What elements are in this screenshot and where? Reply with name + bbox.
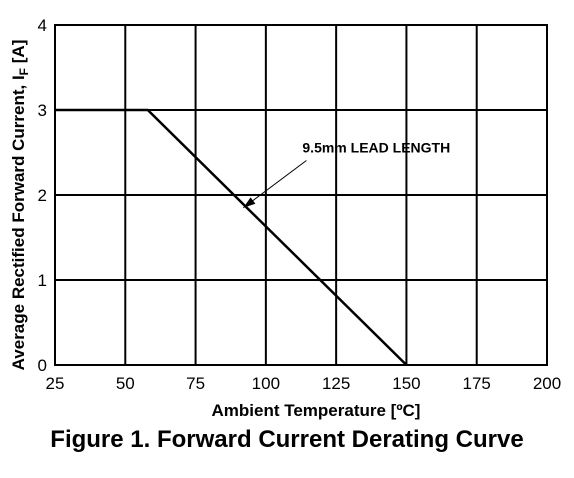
- x-axis-label: Ambient Temperature [ºC]: [212, 401, 421, 420]
- x-tick-labels: 25 50 75 100 125 150 175 200: [46, 374, 562, 393]
- x-tick-label: 100: [252, 374, 280, 393]
- grid-lines: [55, 25, 547, 365]
- y-tick-label: 4: [38, 16, 47, 35]
- y-axis-label-subscript: F: [17, 68, 31, 75]
- y-tick-labels: 0 1 2 3 4: [38, 16, 47, 375]
- series-layer: [55, 108, 408, 366]
- y-axis-label-main: Average Rectified Forward Current, I: [9, 75, 28, 370]
- plot-frame: [54, 24, 548, 366]
- y-axis-label: Average Rectified Forward Current, IF [A…: [9, 40, 31, 371]
- annotation-label: 9.5mm LEAD LENGTH: [302, 140, 450, 156]
- x-tick-label: 25: [46, 374, 65, 393]
- y-tick-label: 0: [38, 356, 47, 375]
- x-tick-label: 50: [116, 374, 135, 393]
- figure-caption: Figure 1. Forward Current Derating Curve: [50, 426, 524, 453]
- series-line: [55, 108, 408, 366]
- x-tick-label: 125: [322, 374, 350, 393]
- annotation-leader-line: [243, 160, 307, 209]
- x-tick-label: 175: [463, 374, 491, 393]
- y-tick-label: 1: [38, 271, 47, 290]
- x-tick-label: 200: [533, 374, 561, 393]
- x-tick-label: 75: [186, 374, 205, 393]
- derating-chart: 25 50 75 100 125 150 175 200 0 1 2 3 4 9.5mm LEAD L…: [9, 16, 562, 420]
- plot-frame-rect: [54, 24, 548, 366]
- x-tick-label: 150: [392, 374, 420, 393]
- annotation-arrowhead: [243, 197, 256, 208]
- y-tick-label: 3: [38, 101, 47, 120]
- annotation-layer: 9.5mm LEAD LENGTH: [243, 140, 450, 209]
- y-tick-label: 2: [38, 186, 47, 205]
- y-axis-label-unit: [A]: [9, 40, 28, 68]
